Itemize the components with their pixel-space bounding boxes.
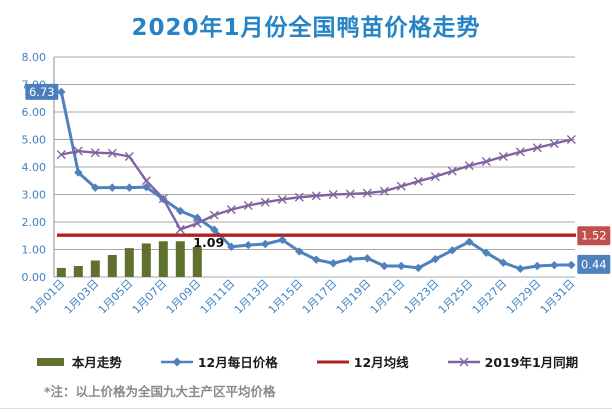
svg-text:1.52: 1.52 — [581, 229, 607, 243]
chart-footnote: *注：以上价格为全国九大主产区平均价格 — [44, 384, 276, 399]
legend-item-jan2019: 2019年1月同期 — [447, 352, 579, 371]
svg-text:1月15日: 1月15日 — [266, 277, 306, 317]
svg-text:1月25日: 1月25日 — [436, 277, 476, 317]
legend-item-december-daily: 12月每日价格 — [160, 352, 278, 371]
legend-item-december-mean: 12月均线 — [316, 352, 409, 371]
svg-text:1月17日: 1月17日 — [300, 277, 340, 317]
svg-text:1月29日: 1月29日 — [504, 277, 544, 317]
price-chart-canvas: 0.001.002.003.004.005.006.007.008.001月01… — [22, 51, 611, 317]
svg-text:1月05日: 1月05日 — [96, 277, 136, 317]
svg-text:1月23日: 1月23日 — [402, 277, 442, 317]
chart-legend: 本月走势 12月每日价格 12月均线 2019年1月同期 — [0, 352, 612, 371]
svg-text:8.00: 8.00 — [22, 51, 47, 64]
svg-text:2.00: 2.00 — [22, 216, 47, 229]
legend-x-line-icon — [447, 357, 480, 366]
svg-text:1月13日: 1月13日 — [232, 277, 272, 317]
svg-text:1月03日: 1月03日 — [62, 277, 102, 317]
svg-text:3.00: 3.00 — [22, 189, 47, 202]
svg-text:0.44: 0.44 — [581, 257, 607, 271]
svg-text:1月11日: 1月11日 — [198, 277, 238, 317]
legend-label-jan2019: 2019年1月同期 — [484, 355, 579, 370]
svg-text:1月07日: 1月07日 — [130, 277, 170, 317]
svg-text:0.00: 0.00 — [22, 271, 47, 284]
svg-text:5.00: 5.00 — [22, 134, 47, 147]
legend-diamond-line-icon — [160, 357, 193, 366]
bottom-divider — [0, 408, 612, 409]
svg-text:1月19日: 1月19日 — [334, 277, 374, 317]
legend-label-december-mean: 12月均线 — [353, 355, 409, 370]
svg-text:1.00: 1.00 — [22, 244, 47, 257]
svg-text:6.00: 6.00 — [22, 106, 47, 119]
legend-label-current-month: 本月走势 — [71, 355, 122, 370]
svg-text:6.73: 6.73 — [29, 85, 55, 99]
svg-text:1月27日: 1月27日 — [470, 277, 510, 317]
svg-text:4.00: 4.00 — [22, 161, 47, 174]
svg-text:1.09: 1.09 — [193, 235, 224, 250]
legend-item-current-month: 本月走势 — [34, 352, 122, 371]
svg-text:1月31日: 1月31日 — [538, 277, 578, 317]
svg-text:1月09日: 1月09日 — [164, 277, 204, 317]
legend-label-december-daily: 12月每日价格 — [197, 355, 278, 370]
chart-title: 2020年1月份全国鸭苗价格走势 — [131, 15, 481, 41]
svg-text:1月21日: 1月21日 — [368, 277, 408, 317]
legend-mean-line-icon — [316, 360, 349, 363]
legend-bar-swatch-icon — [36, 357, 64, 366]
